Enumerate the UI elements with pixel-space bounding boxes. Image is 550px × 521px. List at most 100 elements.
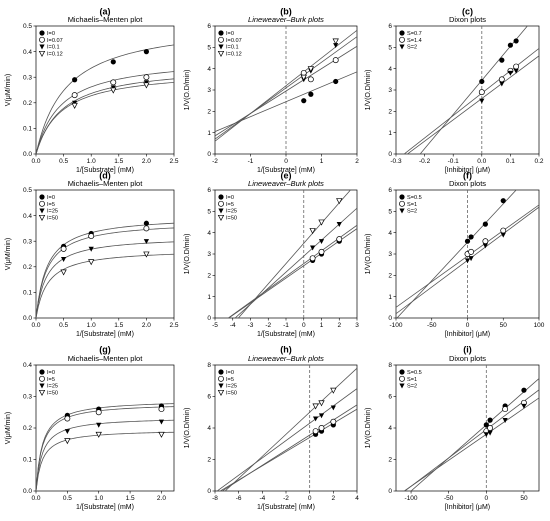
chart-title: Dixon plots: [449, 179, 486, 188]
data-point: [502, 406, 509, 413]
legend-marker: [218, 375, 224, 382]
data-point: [64, 415, 71, 422]
legend-label: S=0.7: [407, 31, 422, 37]
fit-line-I=0: [36, 44, 174, 154]
y-tick-label: 2: [207, 457, 211, 464]
y-tick-label: 0.1: [23, 126, 32, 133]
x-axis-label: 1/[Substrate] (mM): [76, 504, 134, 511]
y-tick-label: 1: [388, 294, 392, 301]
data-point: [143, 74, 150, 81]
legend-label: I=0: [47, 370, 55, 376]
y-tick-label: 4: [388, 425, 392, 432]
legend-marker: [39, 194, 45, 200]
data-point: [478, 89, 485, 96]
y-tick-label: 0.4: [23, 49, 32, 56]
data-point: [310, 245, 316, 251]
fit-line-I=5: [36, 227, 174, 318]
data-point: [513, 68, 519, 74]
data-point: [158, 419, 165, 425]
data-point: [143, 82, 150, 89]
x-tick-label: -2: [283, 495, 289, 502]
legend-label: I=5: [47, 202, 55, 208]
legend-label: S=1: [407, 202, 417, 208]
x-tick-label: -50: [444, 495, 454, 502]
legend-marker: [218, 36, 224, 43]
x-tick-label: 1.5: [114, 322, 123, 329]
panel-d: (d)Michaelis–Menten plot 0.0 0.5 1.0 1.5 2.0 2…: [5, 170, 179, 338]
y-tick-label: 0.3: [23, 394, 32, 401]
x-tick-label: -5: [212, 322, 218, 329]
data-point: [513, 63, 520, 70]
data-point: [336, 222, 342, 227]
data-point: [312, 403, 319, 410]
x-tick-label: 3: [355, 322, 359, 329]
panel-f: (f)Dixon plots -100 -50 0 50 100 0 1 2 3 4 5 6 [Inhib…: [365, 170, 545, 338]
y-tick-label: 5: [207, 209, 211, 216]
data-point: [301, 98, 307, 104]
legend-marker: [399, 30, 405, 36]
data-point: [110, 59, 116, 65]
data-point: [468, 248, 475, 255]
x-tick-label: 2: [337, 322, 341, 329]
y-tick-label: 0: [388, 315, 392, 322]
chart-title: Michaelis–Menten plot: [68, 179, 144, 188]
x-tick-label: 2.0: [142, 158, 151, 165]
data-point: [88, 246, 94, 252]
y-axis-label: 1/V(O.D/min): [365, 70, 372, 111]
x-tick-label: 0.5: [59, 322, 68, 329]
y-axis-label: V(μM/min): [5, 74, 12, 106]
legend-marker: [399, 383, 405, 389]
y-tick-label: 3: [207, 87, 211, 94]
y-tick-label: 0: [207, 315, 211, 322]
data-point: [307, 66, 315, 73]
fit-lines: [227, 190, 357, 318]
x-tick-label: 0.1: [506, 158, 515, 165]
y-tick-label: 2: [388, 109, 392, 116]
x-axis-label: [Inhibitor] (μM): [445, 331, 490, 338]
data-point: [333, 43, 339, 49]
data-point: [309, 228, 316, 235]
x-tick-label: -2: [212, 158, 218, 165]
legend-label: I=0: [47, 195, 55, 201]
legend-marker: [39, 30, 45, 36]
chart-title: Michaelis–Menten plot: [68, 354, 144, 363]
fit-line-I=5: [221, 404, 357, 491]
fit-line-S=0.5: [410, 378, 539, 491]
legend-marker: [39, 36, 45, 43]
data-point: [110, 87, 117, 94]
y-tick-label: 0.5: [23, 187, 32, 194]
data-point: [333, 78, 339, 85]
y-tick-label: 1: [207, 130, 211, 137]
data-point: [483, 422, 489, 428]
y-tick-label: 2: [388, 273, 392, 280]
data-point: [336, 236, 343, 243]
legend: S=0.5S=1S=2: [399, 194, 422, 215]
x-tick-label: 0: [466, 322, 470, 329]
chart-title: Lineweaver–Burk plots: [248, 354, 324, 363]
y-tick-label: 8: [388, 362, 392, 369]
data-point: [110, 79, 117, 86]
fit-line-I=25: [234, 207, 357, 318]
x-axis-label: 1/[Substrate] (mM): [76, 167, 134, 174]
y-tick-label: 0: [207, 151, 211, 158]
data-point: [72, 77, 78, 83]
x-tick-label: 50: [500, 322, 508, 329]
legend-marker: [218, 30, 224, 36]
x-tick-label: -6: [236, 495, 242, 502]
x-tick-label: 0.2: [534, 158, 543, 165]
legend-label: I=0.1: [47, 45, 60, 51]
fit-line-I=25: [36, 241, 174, 318]
data-point: [60, 269, 67, 276]
fit-line-S=2: [403, 397, 539, 491]
y-tick-label: 0.3: [23, 238, 32, 245]
y-tick-label: 4: [207, 66, 211, 73]
data-point: [499, 57, 505, 63]
data-point: [158, 431, 165, 438]
plot-frame: [35, 25, 175, 155]
legend: I=0I=5I=25I=50: [217, 369, 237, 396]
fit-line-I=0.1: [36, 78, 174, 154]
fit-lines: [36, 403, 174, 491]
legend-marker: [38, 389, 46, 397]
y-axis-label: 1/V(O.D/min): [365, 234, 372, 275]
data-point: [521, 387, 527, 393]
